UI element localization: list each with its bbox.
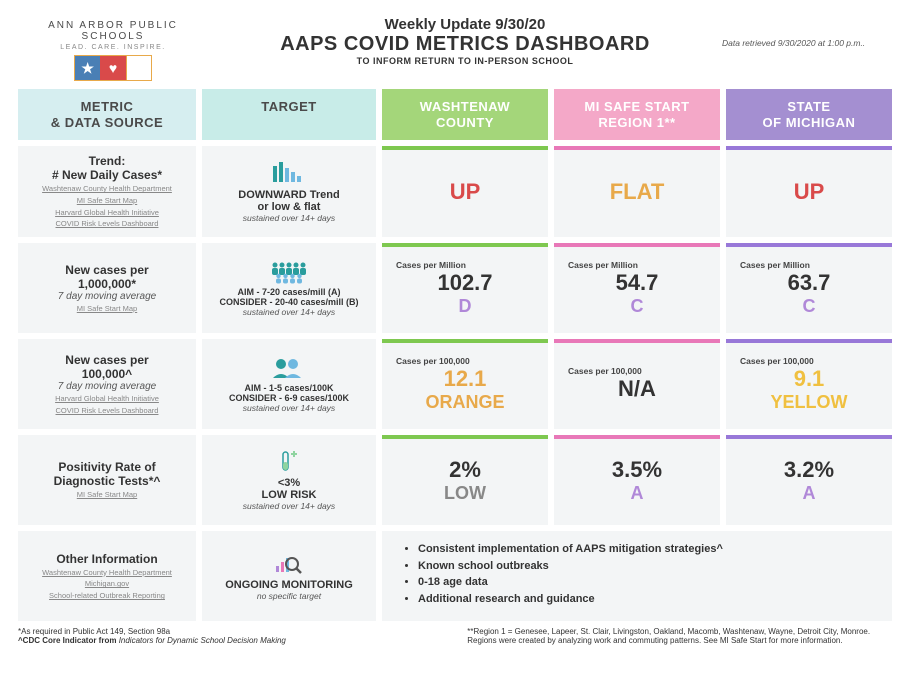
test-tube-icon: [277, 449, 301, 475]
data-cell-mich-0: UP: [726, 146, 892, 237]
retrieved-note: Data retrieved 9/30/2020 at 1:00 p.m..: [722, 12, 882, 48]
data-cell-wash-1: Cases per Million102.7D: [382, 243, 548, 333]
data-cell-wash-2: Cases per 100,00012.1ORANGE: [382, 339, 548, 429]
metrics-grid: METRIC& DATA SOURCETARGETWASHTENAWCOUNTY…: [18, 89, 882, 621]
footnote-left-1: *As required in Public Act 149, Section …: [18, 627, 433, 636]
col-header-michigan: STATEOF MICHIGAN: [726, 89, 892, 140]
target-cell-0: DOWNWARD Trendor low & flatsustained ove…: [202, 146, 376, 237]
title-block: Weekly Update 9/30/20 AAPS COVID METRICS…: [208, 12, 722, 66]
header-row: ANN ARBOR PUBLIC SCHOOLS LEAD. CARE. INS…: [18, 12, 882, 81]
col-header-target: TARGET: [202, 89, 376, 140]
other-info-box: Consistent implementation of AAPS mitiga…: [382, 531, 892, 621]
data-cell-mich-2: Cases per 100,0009.1YELLOW: [726, 339, 892, 429]
target-cell-1: AIM - 7-20 cases/mill (A)CONSIDER - 20-4…: [202, 243, 376, 333]
other-bullet: Known school outbreaks: [418, 558, 874, 575]
other-bullet: Additional research and guidance: [418, 591, 874, 608]
logo: ANN ARBOR PUBLIC SCHOOLS LEAD. CARE. INS…: [18, 12, 208, 81]
data-cell-region-1: Cases per Million54.7C: [554, 243, 720, 333]
metric-cell-0: Trend:# New Daily Cases*Washtenaw County…: [18, 146, 196, 237]
data-cell-wash-0: UP: [382, 146, 548, 237]
data-cell-region-3: 3.5%A: [554, 435, 720, 525]
bar-chart-icon: [271, 161, 307, 187]
metric-cell-2: New cases per100,000^7 day moving averag…: [18, 339, 196, 429]
data-cell-region-0: FLAT: [554, 146, 720, 237]
target-cell-2: AIM - 1-5 cases/100KCONSIDER - 6-9 cases…: [202, 339, 376, 429]
title-line2: AAPS COVID METRICS DASHBOARD: [208, 33, 722, 56]
col-header-metric: METRIC& DATA SOURCE: [18, 89, 196, 140]
data-cell-wash-3: 2%LOW: [382, 435, 548, 525]
exclaim-icon: !: [126, 56, 151, 80]
data-cell-mich-1: Cases per Million63.7C: [726, 243, 892, 333]
footnotes: *As required in Public Act 149, Section …: [18, 627, 882, 645]
metric-cell-3: Positivity Rate ofDiagnostic Tests*^MI S…: [18, 435, 196, 525]
footnote-left-2: ^CDC Core Indicator from Indicators for …: [18, 636, 433, 645]
other-bullet: 0-18 age data: [418, 574, 874, 591]
data-cell-mich-3: 3.2%A: [726, 435, 892, 525]
footnote-right: **Region 1 = Genesee, Lapeer, St. Clair,…: [467, 627, 882, 645]
metric-cell-4: Other InformationWashtenaw County Health…: [18, 531, 196, 621]
other-bullet: Consistent implementation of AAPS mitiga…: [418, 541, 874, 558]
target-cell-3: <3%LOW RISKsustained over 14+ days: [202, 435, 376, 525]
star-icon: ★: [75, 56, 100, 80]
data-cell-region-2: Cases per 100,000N/A: [554, 339, 720, 429]
magnify-icon: [274, 551, 304, 577]
col-header-region: MI SAFE START REGION 1**: [554, 89, 720, 140]
group-icon: [271, 355, 307, 381]
col-header-washtenaw: WASHTENAWCOUNTY: [382, 89, 548, 140]
logo-sub: LEAD. CARE. INSPIRE.: [18, 44, 208, 51]
logo-icons: ★ ♥ !: [74, 55, 152, 81]
people-icon: [269, 259, 309, 285]
logo-title: ANN ARBOR PUBLIC SCHOOLS: [18, 20, 208, 42]
metric-cell-1: New cases per1,000,000*7 day moving aver…: [18, 243, 196, 333]
target-cell-4: ONGOING MONITORINGno specific target: [202, 531, 376, 621]
title-line1: Weekly Update 9/30/20: [208, 16, 722, 33]
heart-icon: ♥: [100, 56, 125, 80]
title-line3: TO INFORM RETURN TO IN-PERSON SCHOOL: [208, 56, 722, 66]
